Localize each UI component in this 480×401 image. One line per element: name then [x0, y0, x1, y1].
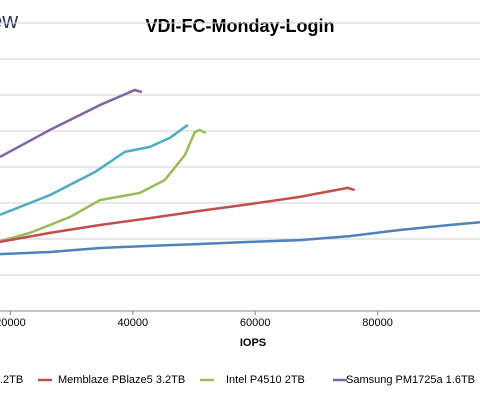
legend-label: Memblaze PBlaze5 3.2TB: [58, 374, 185, 386]
plot-area: [0, 88, 480, 256]
legend-label: Samsung PM1725a 1.6TB: [346, 374, 475, 386]
series-line: [0, 186, 356, 244]
x-tick-label: 40000: [118, 317, 149, 329]
series-line: [0, 220, 480, 256]
chart-title: VDI-FC-Monday-Login: [146, 16, 335, 36]
logo: ew: [0, 8, 18, 33]
series-line: [0, 88, 143, 159]
legend-label: .2TB: [0, 374, 23, 386]
series-line: [0, 128, 207, 243]
x-tick-label: 20000: [0, 317, 26, 329]
x-axis-label: IOPS: [240, 337, 266, 349]
legend-label: Intel P4510 2TB: [226, 374, 305, 386]
x-tick-label: 80000: [362, 317, 393, 329]
series-line: [0, 123, 189, 217]
x-tick-label: 60000: [240, 317, 271, 329]
